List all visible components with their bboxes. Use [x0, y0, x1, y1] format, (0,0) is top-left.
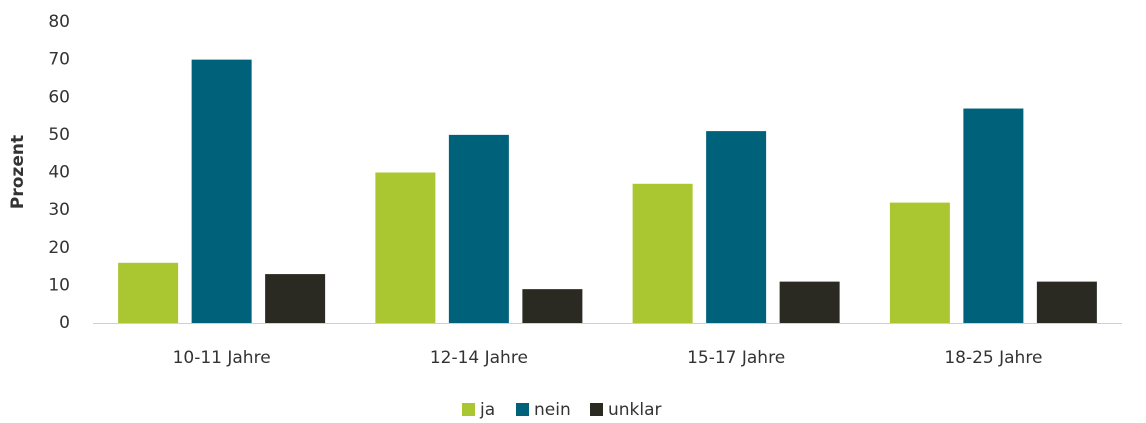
bar: [118, 262, 179, 323]
legend-label: unklar: [608, 400, 662, 420]
y-tick-label: 40: [48, 163, 70, 183]
bar: [191, 59, 252, 323]
x-tick-label: 15-17 Jahre: [687, 348, 785, 368]
bar: [963, 108, 1024, 323]
y-tick-label: 80: [48, 12, 70, 32]
bar: [779, 281, 840, 323]
y-tick-label: 30: [48, 200, 70, 220]
legend-label: ja: [479, 400, 495, 420]
bar: [265, 274, 326, 323]
bar: [1036, 281, 1097, 323]
x-tick-label: 18-25 Jahre: [944, 348, 1042, 368]
bar: [706, 131, 767, 323]
y-tick-label: 0: [59, 313, 70, 333]
y-tick-label: 60: [48, 87, 70, 107]
bar: [522, 289, 583, 323]
legend-swatch: [590, 403, 603, 416]
y-tick-label: 10: [48, 275, 70, 295]
legend-swatch: [462, 403, 475, 416]
bar: [448, 134, 509, 323]
bar: [375, 172, 436, 323]
bar: [889, 202, 950, 323]
x-tick-label: 12-14 Jahre: [430, 348, 528, 368]
legend-swatch: [516, 403, 529, 416]
legend-label: nein: [534, 400, 571, 420]
y-tick-label: 50: [48, 125, 70, 145]
y-axis-label: Prozent: [8, 135, 28, 209]
bar: [632, 183, 693, 323]
y-tick-label: 70: [48, 50, 70, 70]
y-tick-label: 20: [48, 238, 70, 258]
x-tick-label: 10-11 Jahre: [173, 348, 271, 368]
